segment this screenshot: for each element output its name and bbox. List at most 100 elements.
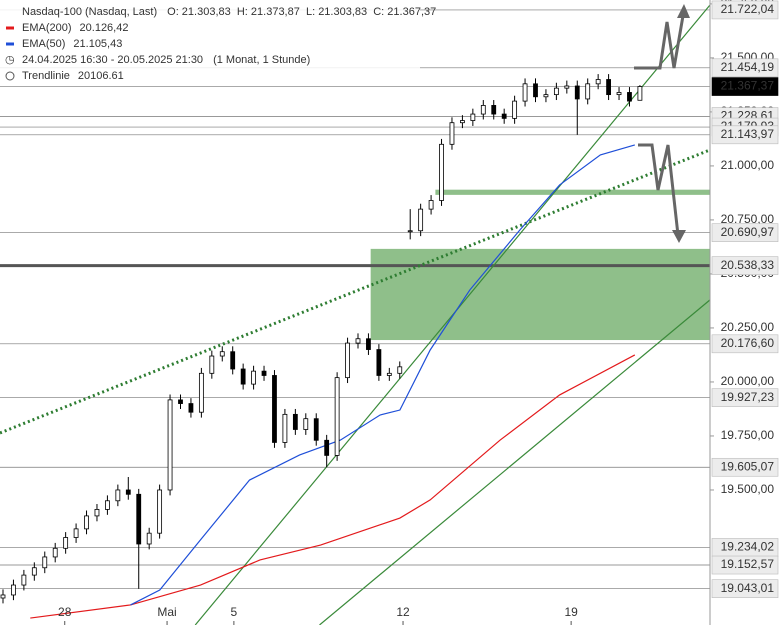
candle-body: [188, 403, 194, 413]
candle-body: [84, 515, 89, 530]
legend-value: 21.105,43: [73, 38, 122, 50]
quote: O: 21.303,83 H: 21.373,87 L: 21.303,83 C…: [167, 6, 436, 18]
candle-body: [407, 230, 413, 233]
candle-body: [585, 83, 591, 100]
trendline: [319, 299, 711, 625]
candle-body: [73, 528, 79, 538]
legend-swatch: [6, 42, 14, 46]
level-box: [711, 579, 779, 599]
arrows: [634, 4, 690, 243]
candle-body: [167, 399, 173, 491]
level-label: 21.367,37: [721, 79, 775, 93]
level-box: [711, 125, 779, 145]
x-tick-label: 5: [231, 605, 238, 619]
y-tick-label: 20.250,00: [721, 320, 775, 334]
candle-body: [397, 366, 403, 374]
zone: [370, 248, 710, 341]
level-box: [711, 58, 779, 78]
trendline: [0, 148, 711, 435]
legend-value: 20106.61: [78, 70, 124, 82]
legend-name: EMA(50): [22, 38, 65, 50]
candle-body: [198, 372, 204, 413]
candle-body: [261, 370, 267, 376]
legend-name: Trendlinie: [22, 70, 70, 82]
level-box: [711, 457, 779, 477]
candle-body: [553, 87, 559, 96]
level-label: 19.927,23: [721, 390, 775, 404]
candle-body: [272, 375, 277, 443]
down-arrow: [638, 143, 680, 236]
price-axis: 19.500,00 19.750,00 20.000,00 20.250,00 20.5…: [709, 0, 780, 625]
clock: ◷: [5, 54, 15, 66]
candle-body: [418, 208, 424, 232]
ema-line: [30, 354, 636, 619]
candle-body: [115, 489, 121, 502]
arrowhead: [672, 230, 686, 243]
candle-body: [606, 79, 611, 96]
legend-swatch: [5, 71, 15, 81]
x-tick-label: Mai: [157, 605, 176, 619]
up-arrow: [634, 9, 686, 70]
candle-body: [449, 122, 455, 145]
candle-body: [292, 413, 298, 430]
y-tick-label: 20.750,00: [721, 212, 775, 226]
x-tick-label: 28: [58, 605, 72, 619]
candle-body: [282, 413, 288, 443]
level-label: 19.043,01: [721, 581, 775, 595]
candle-body: [105, 500, 110, 510]
candle-body: [178, 399, 183, 404]
candle-body: [574, 85, 580, 100]
candle-body: [251, 370, 256, 385]
candle-body: [501, 113, 507, 119]
candle-body: [355, 338, 361, 344]
candle-body: [334, 377, 340, 456]
candle-body: [313, 418, 319, 441]
instrument: Nasdaq-100 (Nasdaq, Last): [22, 6, 157, 18]
level-label: 21.722,04: [721, 2, 775, 16]
level-label: 20.176,60: [721, 336, 775, 350]
candle-body: [460, 120, 465, 124]
candle-body: [366, 338, 371, 350]
level-label: 19.605,07: [721, 459, 775, 473]
candle-body: [94, 509, 100, 517]
candle-body: [125, 489, 131, 495]
plot-area: 28 Mai 5 12 19: [0, 4, 711, 625]
candle-body: [52, 547, 58, 558]
level-box: [711, 555, 779, 575]
legend-name: EMA(200): [22, 22, 72, 34]
candle-body: [209, 355, 215, 374]
y-tick-label: 19.500,00: [721, 482, 775, 496]
candle-body: [522, 83, 528, 102]
level-label: 19.234,02: [721, 540, 775, 554]
level-box: [711, 388, 779, 407]
ema-line: [130, 144, 635, 606]
candle-body: [345, 342, 350, 379]
zone: [435, 189, 710, 195]
candle-body: [480, 105, 486, 115]
candle-body: [219, 351, 225, 357]
candle-body: [324, 439, 330, 456]
level-label: 21.143,97: [721, 127, 775, 141]
y-tick-label: 21.000,00: [721, 158, 775, 172]
interval: (1 Monat, 1 Stunde): [213, 54, 310, 66]
x-tick-label: 19: [564, 605, 578, 619]
candle-body: [595, 79, 601, 85]
level-label: 21.454,19: [721, 60, 775, 74]
candle-body: [11, 584, 16, 596]
level-box: [711, 223, 779, 242]
candle-body: [146, 532, 152, 545]
candle-body: [512, 100, 518, 119]
candle-body: [428, 200, 434, 210]
arrowhead: [677, 4, 690, 18]
candle-body: [230, 351, 236, 370]
candle-body: [616, 92, 622, 96]
level-label: 20.538,33: [721, 258, 775, 272]
candle-body: [303, 418, 309, 430]
candle-body: [0, 594, 6, 599]
level-label: 20.690,97: [721, 225, 775, 239]
candle-body: [543, 94, 549, 98]
candle-body: [21, 574, 27, 586]
candle-body: [627, 92, 632, 102]
